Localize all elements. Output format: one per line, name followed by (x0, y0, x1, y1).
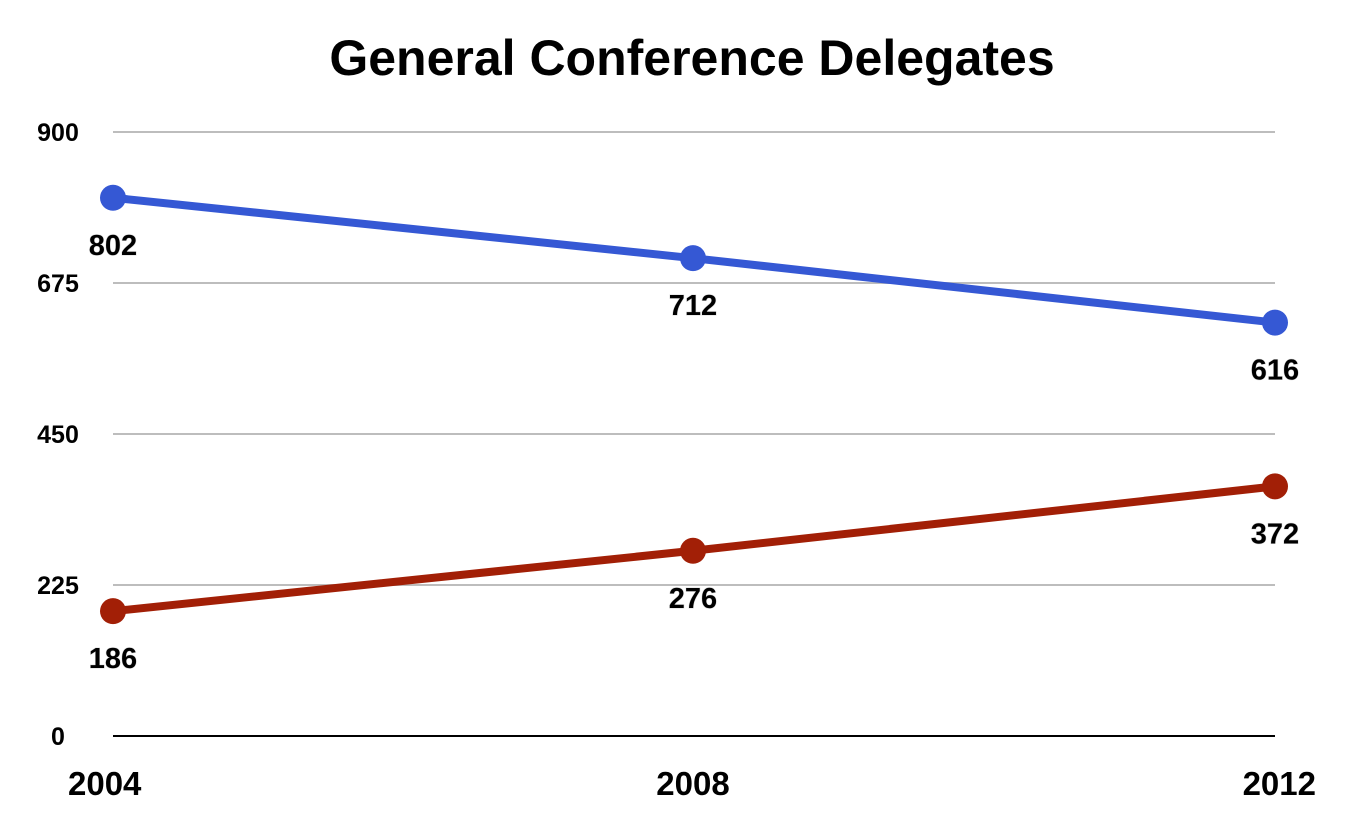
y-tick-label: 900 (37, 119, 79, 147)
x-tick-label: 2012 (1243, 765, 1316, 802)
y-tick-label: 675 (37, 270, 79, 298)
data-labels: 802 712 616 186 276 372 (88, 229, 1299, 675)
y-tick-label: 0 (51, 723, 65, 751)
x-tick-label: 2008 (656, 765, 729, 802)
data-label: 712 (669, 290, 717, 322)
data-point (1262, 473, 1288, 500)
x-axis-tick-labels: 2004 2008 2012 (68, 765, 1316, 802)
chart-title: General Conference Delegates (329, 30, 1054, 86)
data-point (1262, 309, 1288, 336)
data-point (680, 245, 706, 272)
gridlines (113, 131, 1275, 737)
data-label: 616 (1251, 355, 1299, 387)
x-tick-label: 2004 (68, 765, 142, 802)
data-point (100, 598, 126, 625)
data-label: 186 (89, 643, 137, 675)
y-axis-tick-labels: 0 225 450 675 900 (37, 119, 79, 751)
data-point (100, 184, 126, 211)
y-tick-label: 450 (37, 421, 79, 449)
data-label: 276 (669, 583, 717, 615)
y-tick-label: 225 (37, 572, 79, 600)
data-label: 372 (1251, 518, 1299, 550)
data-label: 802 (89, 230, 137, 262)
series-lines (100, 184, 1288, 625)
data-point (680, 537, 706, 564)
